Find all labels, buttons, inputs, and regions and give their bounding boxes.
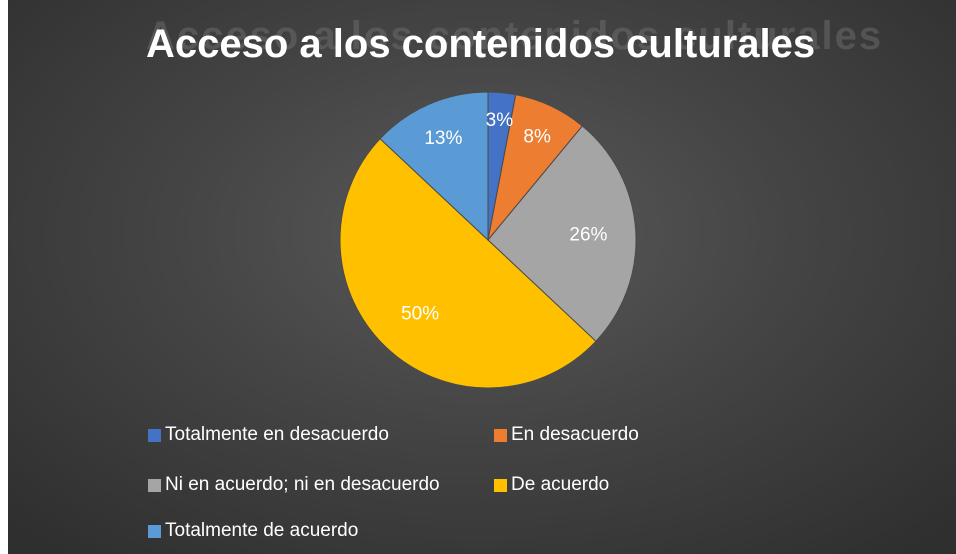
legend-label: Totalmente de acuerdo [165, 520, 359, 541]
legend-label: De acuerdo [511, 474, 610, 495]
data-label-totalmente-en-desacuerdo: 3% [486, 110, 514, 131]
legend-swatch [494, 428, 507, 442]
data-label-en-desacuerdo: 8% [523, 127, 551, 148]
legend-label: En desacuerdo [511, 424, 639, 445]
legend-label: Totalmente en desacuerdo [165, 424, 389, 445]
legend-swatch [148, 478, 161, 492]
pie-slice-totalmente-de-acuerdo [379, 91, 489, 242]
legend-swatch [148, 428, 161, 442]
legend-swatch [494, 478, 507, 492]
data-label-totalmente-de-acuerdo: 13% [424, 128, 462, 149]
pie-slice-ni-en-acuerdo [487, 125, 637, 343]
legend-item-en-desacuerdo: En desacuerdo [494, 424, 639, 446]
chart-title-shadow: Acceso a los contenidos culturales [146, 14, 884, 58]
legend-item-de-acuerdo: De acuerdo [494, 474, 609, 496]
legend-swatch [148, 524, 161, 538]
chart-area: Acceso a los contenidos culturales Acces… [8, 0, 956, 554]
data-label-de-acuerdo: 50% [401, 303, 439, 324]
chart-title: Acceso a los contenidos culturales [146, 22, 816, 66]
legend-item-ni-en-acuerdo: Ni en acuerdo; ni en desacuerdo [148, 474, 440, 496]
legend-label: Ni en acuerdo; ni en desacuerdo [165, 474, 440, 495]
legend-item-totalmente-de-acuerdo: Totalmente de acuerdo [148, 520, 358, 542]
pie-slice-de-acuerdo [339, 137, 597, 389]
legend-item-totalmente-en-desacuerdo: Totalmente en desacuerdo [148, 424, 389, 446]
pie-chart: 3% 8% 26% 50% 13% [339, 91, 637, 389]
data-label-ni-en-acuerdo: 26% [569, 225, 607, 246]
